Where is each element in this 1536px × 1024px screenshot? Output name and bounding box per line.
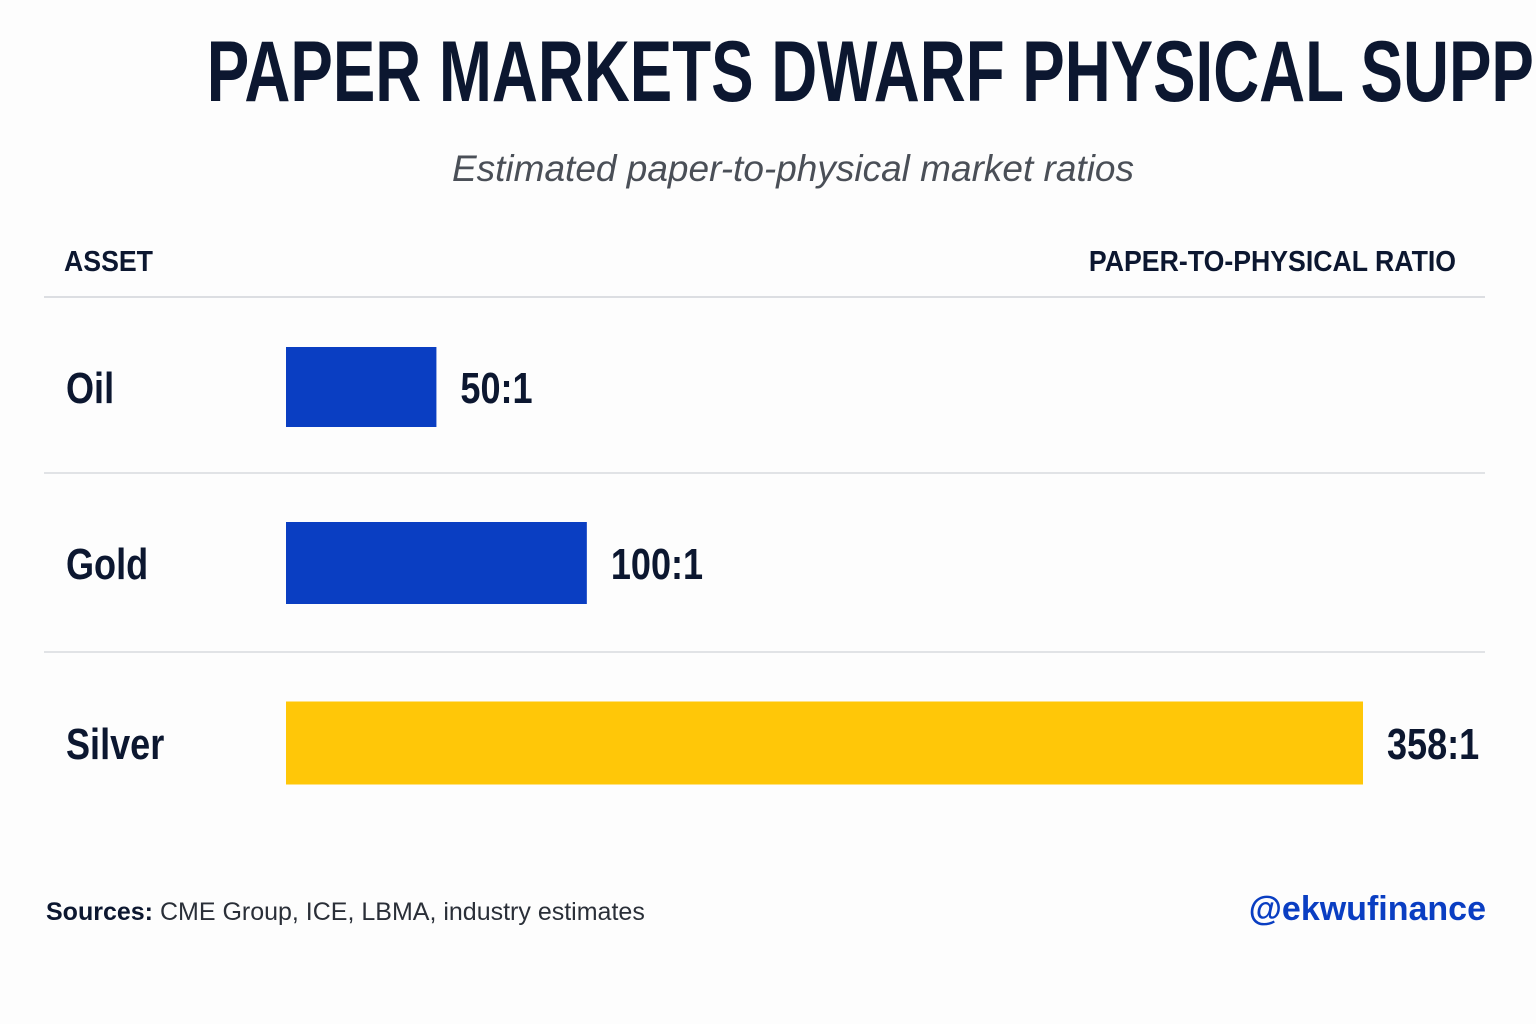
bar-silver [286, 701, 1363, 785]
header-divider [44, 296, 1485, 298]
bar-gold [286, 522, 587, 604]
value-label: 358:1 [1387, 720, 1479, 769]
value-label: 100:1 [611, 540, 703, 589]
author-handle: @ekwufinance [1248, 890, 1486, 928]
ratio-column-header: PAPER-TO-PHYSICAL RATIO [1088, 246, 1456, 278]
chart-title: PAPER MARKETS DWARF PHYSICAL SUPPLY [206, 24, 1536, 120]
sources-label: Sources: [46, 898, 153, 926]
chart-subtitle: Estimated paper-to-physical market ratio… [451, 148, 1135, 189]
category-label: Oil [66, 364, 114, 413]
sources-note: Sources: CME Group, ICE, LBMA, industry … [46, 896, 645, 928]
bar-oil [286, 347, 437, 427]
row-divider [44, 651, 1485, 653]
asset-column-header: ASSET [64, 246, 153, 278]
row-divider [44, 472, 1485, 474]
category-label: Silver [66, 720, 165, 769]
value-label: 50:1 [460, 364, 532, 413]
category-label: Gold [66, 540, 148, 589]
sources-text: CME Group, ICE, LBMA, industry estimates [159, 898, 645, 926]
